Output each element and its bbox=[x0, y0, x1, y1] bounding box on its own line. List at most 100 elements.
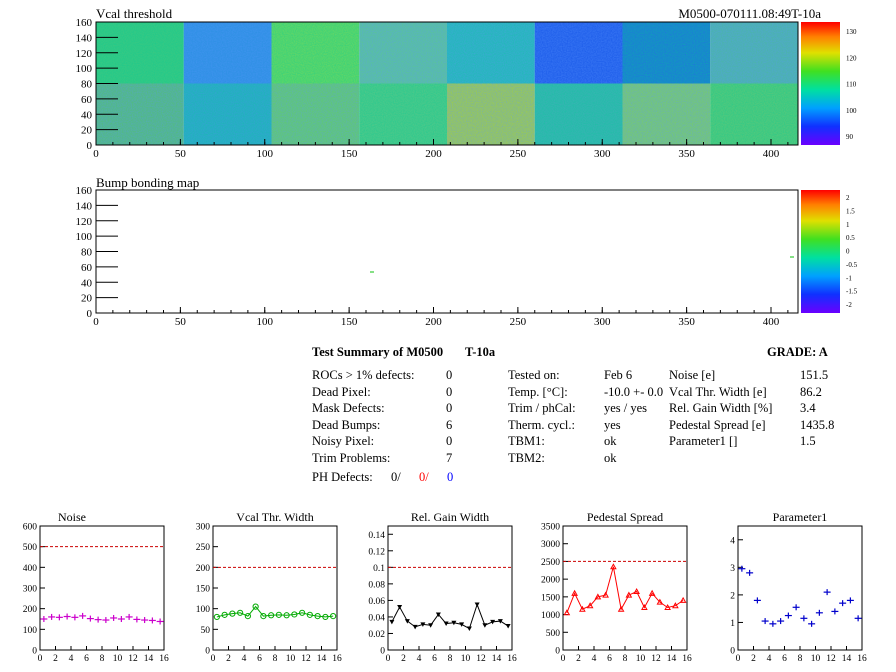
y-tick-label: 0.14 bbox=[368, 531, 385, 541]
data-point bbox=[79, 612, 87, 619]
summary-value: 151.5 bbox=[800, 368, 829, 382]
y-tick-label: 80 bbox=[81, 79, 93, 91]
data-point bbox=[579, 605, 586, 612]
summary-label: Temp. [°C]: bbox=[508, 384, 568, 399]
y-tick-label: 60 bbox=[81, 94, 93, 106]
map1-y-axis: 0 20 40 60 80 100 120 140 160 bbox=[76, 17, 118, 152]
data-point bbox=[769, 620, 777, 627]
data-point bbox=[792, 604, 800, 611]
y-tick-label: 40 bbox=[81, 277, 93, 289]
data-point bbox=[71, 614, 79, 621]
summary-label: Rel. Gain Width [%] bbox=[669, 401, 773, 415]
data-point bbox=[428, 623, 434, 628]
summary-value: 1.5 bbox=[800, 434, 816, 448]
ph-defects-value-3: 0 bbox=[447, 470, 454, 484]
vcal-threshold-map[interactable]: 0 50 100 150 200 250 300 350 400 020406080100120… bbox=[0, 0, 896, 170]
data-point bbox=[497, 619, 503, 624]
summary-value: 0 bbox=[446, 401, 453, 415]
summary-value: 1435.8 bbox=[800, 417, 835, 432]
palette-label: -1 bbox=[846, 274, 852, 282]
y-tick-label: 160 bbox=[76, 185, 93, 197]
data-point bbox=[283, 612, 290, 619]
data-point bbox=[55, 614, 63, 621]
x-tick-label: 0 bbox=[93, 148, 99, 160]
x-tick-label: 10 bbox=[286, 654, 296, 664]
y-tick-label: 140 bbox=[76, 32, 93, 44]
data-point bbox=[808, 620, 816, 627]
data-point bbox=[268, 612, 275, 619]
summary-value: ok bbox=[604, 434, 617, 448]
data-point bbox=[784, 612, 792, 619]
y-tick-label: 0.08 bbox=[368, 580, 385, 590]
y-tick-label: 0 bbox=[380, 647, 385, 657]
x-tick-label: 50 bbox=[175, 148, 187, 160]
x-tick-label: 14 bbox=[842, 654, 852, 664]
data-point bbox=[753, 597, 761, 604]
palette-label: 0.5 bbox=[846, 234, 855, 242]
palette-label: -1.5 bbox=[846, 288, 858, 296]
data-point bbox=[133, 616, 141, 623]
y-tick-label: 140 bbox=[76, 200, 93, 212]
x-tick-label: 0 bbox=[38, 654, 43, 664]
data-point bbox=[846, 597, 854, 604]
bump-bonding-title: Bump bonding map bbox=[96, 175, 200, 190]
y-tick-label: 120 bbox=[76, 216, 93, 228]
summary-label: ROCs > 1% defects: bbox=[312, 368, 415, 382]
chart-title: Rel. Gain Width bbox=[411, 510, 489, 524]
x-tick-label: 8 bbox=[273, 654, 278, 664]
summary-temp-tag: T-10a bbox=[465, 345, 496, 359]
data-point bbox=[777, 618, 785, 625]
y-tick-label: 3 bbox=[730, 564, 735, 574]
chart-pedestal-spread[interactable]: Pedestal Spread 0 500 1000 1500 2000 2500 3000 3… bbox=[527, 510, 697, 670]
bump-bonding-map[interactable]: 0 50 100 150 200 250 300 350 400 020406080100120… bbox=[0, 170, 896, 345]
summary-label: Vcal Thr. Width [e] bbox=[669, 384, 767, 399]
y-tick-label: 4 bbox=[730, 536, 735, 546]
y-tick-label: 100 bbox=[196, 605, 211, 615]
data-point bbox=[679, 596, 687, 603]
y-tick-label: 40 bbox=[81, 109, 93, 121]
chart-title: Noise bbox=[58, 510, 86, 524]
y-tick-label: 0 bbox=[87, 140, 93, 152]
y-tick-label: 1000 bbox=[541, 611, 560, 621]
data-point bbox=[854, 615, 862, 622]
chart-title: Pedestal Spread bbox=[587, 510, 663, 524]
palette-label: 1.5 bbox=[846, 207, 855, 215]
y-tick-label: 0.12 bbox=[368, 547, 385, 557]
map1-x-axis: 0 50 100 150 200 250 300 350 400 bbox=[93, 139, 789, 160]
data-point bbox=[664, 603, 671, 610]
data-point bbox=[815, 609, 823, 616]
y-tick-label: 0 bbox=[730, 647, 735, 657]
y-tick-label: 1500 bbox=[541, 593, 560, 603]
summary-value: 0 bbox=[446, 384, 453, 399]
y-tick-label: 0 bbox=[32, 647, 37, 657]
data-point bbox=[102, 617, 110, 624]
y-tick-label: 20 bbox=[81, 293, 93, 305]
x-tick-label: 16 bbox=[682, 654, 692, 664]
chart-rel-gain-width[interactable]: Rel. Gain Width 0 0.02 0.04 0.06 0.08 0.1 0.12 0… bbox=[352, 510, 522, 670]
x-tick-label: 6 bbox=[432, 654, 437, 664]
y-tick-label: 0.04 bbox=[368, 613, 385, 623]
x-tick-label: 14 bbox=[667, 654, 677, 664]
summary-label: Trim Problems: bbox=[312, 450, 391, 465]
summary-label: Parameter1 [] bbox=[669, 434, 738, 448]
threshold-roc-blocks bbox=[96, 22, 798, 145]
data-point bbox=[314, 613, 321, 620]
summary-value: yes / yes bbox=[604, 401, 648, 415]
chart-title: Parameter1 bbox=[773, 510, 828, 524]
data-point bbox=[656, 598, 664, 605]
x-tick-label: 350 bbox=[678, 316, 695, 328]
y-tick-label: 80 bbox=[81, 247, 93, 259]
y-tick-label: 160 bbox=[76, 17, 93, 29]
x-tick-label: 150 bbox=[341, 316, 358, 328]
data-point bbox=[404, 619, 410, 624]
data-point bbox=[459, 622, 465, 627]
x-tick-label: 50 bbox=[175, 316, 187, 328]
data-point bbox=[571, 589, 578, 596]
x-tick-label: 2 bbox=[401, 654, 406, 664]
x-tick-label: 0 bbox=[736, 654, 741, 664]
x-tick-label: 2 bbox=[751, 654, 756, 664]
data-point bbox=[125, 613, 133, 620]
